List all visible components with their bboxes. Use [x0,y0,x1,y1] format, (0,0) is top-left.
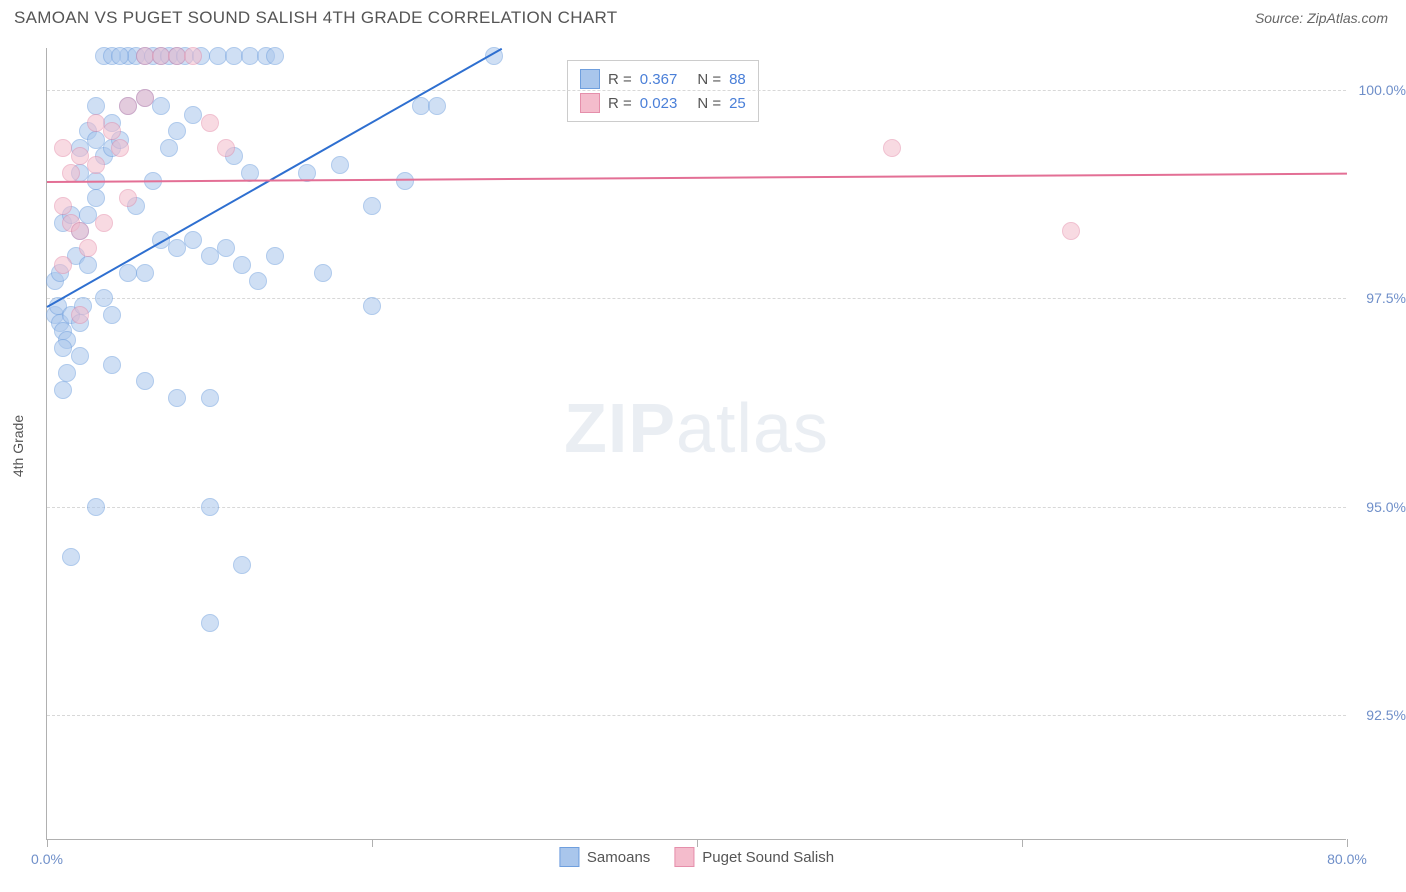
data-point [54,197,72,215]
gridline [47,90,1346,91]
data-point [103,122,121,140]
correlation-legend: R =0.367N =88R =0.023N =25 [567,60,759,122]
data-point [363,197,381,215]
data-point [79,206,97,224]
data-point [184,231,202,249]
data-point [233,556,251,574]
legend-row: R =0.367N =88 [580,67,746,91]
data-point [119,97,137,115]
data-point [266,47,284,65]
chart-source: Source: ZipAtlas.com [1255,10,1388,26]
data-point [62,164,80,182]
legend-swatch [674,847,694,867]
data-point [87,156,105,174]
x-tick-label: 80.0% [1327,851,1367,867]
scatter-chart: ZIPatlas R =0.367N =88R =0.023N =25 Samo… [46,48,1346,840]
data-point [266,247,284,265]
data-point [87,97,105,115]
data-point [87,131,105,149]
data-point [71,222,89,240]
data-point [363,297,381,315]
data-point [111,47,129,65]
data-point [184,47,202,65]
data-point [152,97,170,115]
data-point [95,214,113,232]
legend-item: Puget Sound Salish [674,847,834,867]
y-tick-label: 97.5% [1366,290,1406,306]
data-point [79,239,97,257]
y-tick-label: 92.5% [1366,707,1406,723]
chart-title: SAMOAN VS PUGET SOUND SALISH 4TH GRADE C… [14,8,617,28]
data-point [883,139,901,157]
data-point [136,89,154,107]
x-tick [47,839,48,847]
data-point [58,364,76,382]
data-point [201,247,219,265]
data-point [314,264,332,282]
data-point [168,389,186,407]
data-point [103,306,121,324]
data-point [160,139,178,157]
data-point [249,272,267,290]
data-point [168,122,186,140]
data-point [71,347,89,365]
x-tick [1347,839,1348,847]
data-point [136,264,154,282]
gridline [47,507,1346,508]
data-point [217,139,235,157]
data-point [103,356,121,374]
data-point [217,239,235,257]
data-point [71,147,89,165]
legend-row: R =0.023N =25 [580,91,746,115]
data-point [201,114,219,132]
data-point [87,114,105,132]
data-point [119,189,137,207]
x-tick-label: 0.0% [31,851,63,867]
data-point [62,548,80,566]
data-point [54,381,72,399]
data-point [54,139,72,157]
data-point [79,256,97,274]
data-point [111,139,129,157]
data-point [396,172,414,190]
data-point [331,156,349,174]
data-point [136,372,154,390]
data-point [54,339,72,357]
x-tick [697,839,698,847]
y-tick-label: 100.0% [1359,82,1406,98]
x-tick [1022,839,1023,847]
legend-swatch [580,69,600,89]
watermark: ZIPatlas [564,388,829,468]
data-point [87,498,105,516]
y-axis-label: 4th Grade [10,415,26,477]
legend-swatch [580,93,600,113]
gridline [47,298,1346,299]
data-point [87,189,105,207]
y-tick-label: 95.0% [1366,499,1406,515]
data-point [201,389,219,407]
data-point [95,289,113,307]
data-point [168,239,186,257]
legend-item: Samoans [559,847,650,867]
x-tick [372,839,373,847]
data-point [1062,222,1080,240]
data-point [428,97,446,115]
gridline [47,715,1346,716]
data-point [201,498,219,516]
data-point [201,614,219,632]
legend-swatch [559,847,579,867]
data-point [184,106,202,124]
data-point [71,306,89,324]
data-point [233,256,251,274]
chart-header: SAMOAN VS PUGET SOUND SALISH 4TH GRADE C… [0,0,1406,36]
series-legend: Samoans Puget Sound Salish [559,847,834,867]
data-point [54,256,72,274]
